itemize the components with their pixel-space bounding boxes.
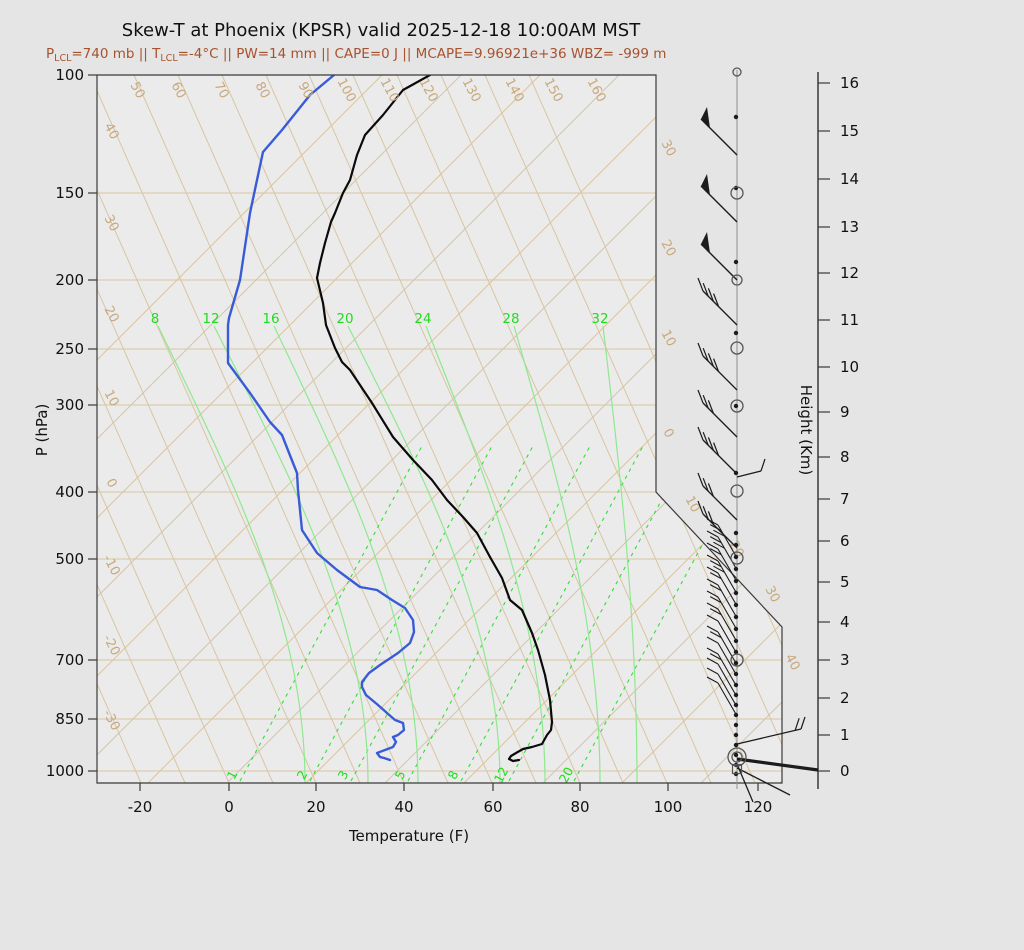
temperature-curve [315, 75, 554, 763]
pressure-gridlines [97, 75, 782, 772]
svg-text:10: 10 [658, 328, 679, 350]
svg-text:5: 5 [840, 573, 850, 591]
svg-text:120: 120 [744, 798, 773, 816]
svg-text:700: 700 [55, 651, 84, 669]
svg-text:40: 40 [101, 121, 122, 143]
svg-text:50: 50 [127, 80, 148, 102]
svg-text:8: 8 [840, 448, 850, 466]
svg-text:150: 150 [55, 184, 84, 202]
svg-text:32: 32 [591, 311, 608, 327]
wind-barbs [697, 67, 819, 803]
svg-text:12: 12 [491, 764, 512, 785]
svg-text:4: 4 [840, 613, 850, 631]
svg-text:30: 30 [658, 138, 679, 160]
svg-text:10: 10 [101, 388, 122, 410]
svg-text:1000: 1000 [46, 762, 84, 780]
plot-border [96, 74, 783, 784]
svg-text:16: 16 [840, 74, 859, 92]
svg-text:80: 80 [570, 798, 589, 816]
svg-text:20: 20 [101, 304, 122, 326]
pressure-axis-title: P (hPa) [33, 404, 51, 457]
svg-text:400: 400 [55, 483, 84, 501]
svg-text:7: 7 [840, 490, 850, 508]
svg-text:60: 60 [168, 80, 189, 102]
svg-text:40: 40 [394, 798, 413, 816]
svg-text:10: 10 [682, 494, 703, 516]
svg-text:3: 3 [840, 651, 850, 669]
svg-text:1: 1 [840, 726, 850, 744]
svg-text:20: 20 [556, 764, 577, 785]
chart-title: Skew-T at Phoenix (KPSR) valid 2025-12-1… [122, 20, 641, 41]
svg-text:6: 6 [840, 532, 850, 550]
svg-text:250: 250 [55, 340, 84, 358]
svg-text:0: 0 [224, 798, 234, 816]
svg-text:0: 0 [660, 426, 677, 440]
svg-text:8: 8 [151, 311, 160, 327]
svg-text:9: 9 [840, 403, 850, 421]
svg-text:16: 16 [262, 311, 279, 327]
svg-text:14: 14 [840, 170, 859, 188]
svg-text:30: 30 [101, 213, 122, 235]
svg-text:100: 100 [55, 66, 84, 84]
svg-text:0: 0 [840, 762, 850, 780]
chart-plot-area: 50 60 70 80 90 100 110 120 130 140 150 160403020100… [33, 66, 859, 845]
svg-text:60: 60 [483, 798, 502, 816]
svg-text:20: 20 [658, 238, 679, 260]
svg-text:30: 30 [762, 584, 783, 606]
temperature-axis-title: Temperature (F) [348, 827, 469, 845]
svg-text:10: 10 [840, 358, 859, 376]
plot-background [97, 75, 782, 783]
svg-text:13: 13 [840, 218, 859, 236]
svg-text:12: 12 [202, 311, 219, 327]
svg-text:2: 2 [840, 689, 850, 707]
svg-text:20: 20 [336, 311, 353, 327]
height-axis-title: Height (Km) [797, 385, 815, 476]
svg-text:20: 20 [306, 798, 325, 816]
svg-text:28: 28 [502, 311, 519, 327]
chart-parameters: PLCL=740 mb || TLCL=-4°C || PW=14 mm || … [46, 46, 666, 64]
svg-text:11: 11 [840, 311, 859, 329]
svg-text:500: 500 [55, 550, 84, 568]
temperature-axis: -20 0 20 40 60 80 100 120 Temperature (F) [128, 783, 773, 845]
svg-text:200: 200 [55, 271, 84, 289]
svg-text:100: 100 [654, 798, 683, 816]
svg-text:70: 70 [211, 80, 232, 102]
svg-text:40: 40 [782, 652, 803, 674]
svg-text:80: 80 [252, 80, 273, 102]
svg-text:-20: -20 [128, 798, 153, 816]
svg-text:90: 90 [295, 80, 316, 102]
svg-text:850: 850 [55, 710, 84, 728]
dewpoint-curve [226, 75, 416, 762]
plot-grid-layers [97, 75, 782, 783]
moist-adiabat-labels: 8 12 16 20 24 28 32 [151, 311, 609, 327]
svg-text:15: 15 [840, 122, 859, 140]
svg-text:300: 300 [55, 396, 84, 414]
svg-text:12: 12 [840, 264, 859, 282]
pressure-axis: 100 150 200 250 300 400 500 700 850 1000 P (hPa) [33, 66, 97, 780]
svg-text:24: 24 [414, 311, 431, 327]
dry-adiabat-gridlines [97, 75, 782, 783]
